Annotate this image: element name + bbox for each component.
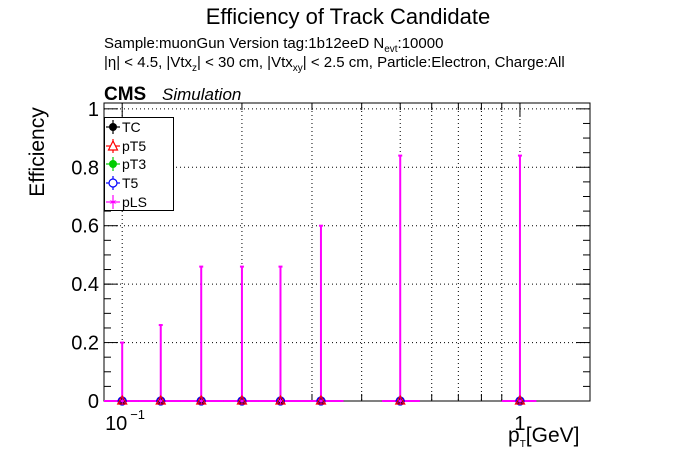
pls-marker: ✶ (197, 396, 206, 408)
chart-title: Efficiency of Track Candidate (205, 4, 491, 29)
legend-marker-open-star-icon: ✶ (106, 194, 120, 209)
pls-marker: ✶ (396, 396, 405, 408)
y-tick-label: 1 (88, 99, 99, 121)
legend-label: pT3 (122, 156, 147, 173)
selection-rest: | < 2.5 cm, Particle:Electron, Charge:Al… (302, 54, 565, 71)
legend-label: T5 (122, 175, 139, 192)
sample-info-sub: evt (384, 44, 398, 55)
selection-xy-sub: xy (292, 63, 303, 74)
selection-info: |η| < 4.5, |Vtxz| < 30 cm, |Vtxxy| < 2.5… (104, 54, 565, 74)
pt5-marker (274, 394, 287, 405)
pt5-marker (155, 394, 167, 405)
pt5-marker (236, 394, 248, 405)
plot-frame (103, 102, 591, 402)
x-axis-label-sub: T (519, 439, 526, 451)
tc-marker (237, 396, 247, 406)
svg-text:✶: ✶ (108, 197, 117, 209)
tc-marker (395, 396, 405, 406)
pls-marker: ✶ (515, 396, 524, 408)
cms-label: CMS (104, 84, 147, 105)
pt5-marker (394, 394, 406, 405)
y-tick-label: 0.4 (71, 274, 99, 296)
y-tick-label: 0.8 (71, 157, 99, 179)
pls-marker: ✶ (237, 396, 246, 408)
pls-marker: ✶ (276, 396, 285, 408)
sample-info: Sample:muonGun Version tag:1b12eeD Nevt:… (104, 35, 443, 55)
legend-marker-filled-circle-icon (106, 157, 120, 172)
legend-entry-tc: TC (106, 118, 173, 137)
legend-label: pT5 (122, 137, 147, 154)
sample-info-text: Sample:muonGun Version tag:1b12eeD N (104, 35, 385, 52)
legend: TC pT5 pT3 T5 ✶ pLS (104, 117, 174, 211)
y-tick-label: 0.6 (71, 216, 99, 238)
pls-marker: ✶ (316, 396, 325, 408)
legend-marker-open-circle-icon (106, 176, 120, 191)
legend-entry-pt5: pT5 (106, 137, 173, 156)
pls-marker: ✶ (118, 396, 127, 408)
tc-marker (275, 396, 285, 406)
simulation-label: Simulation (162, 85, 242, 104)
pt5-marker (315, 394, 327, 405)
tc-marker (316, 396, 326, 406)
tc-marker (117, 396, 127, 406)
x-axis-label-p: p (508, 424, 520, 447)
legend-entry-pt3: pT3 (106, 155, 173, 174)
legend-marker-filled-circle-icon (106, 120, 120, 135)
legend-entry-t5: T5 (106, 174, 173, 193)
legend-label: pLS (122, 193, 147, 210)
legend-entry-pls: ✶ pLS (106, 192, 173, 211)
x-axis-label-unit: [GeV] (525, 424, 580, 447)
sample-info-events: :10000 (397, 35, 444, 52)
y-tick-label: 0 (88, 391, 99, 413)
tc-marker (156, 396, 166, 406)
selection-eta: |η| < 4.5, |Vtx (104, 54, 192, 71)
pls-marker: ✶ (156, 396, 165, 408)
x-tick-label: 1 (514, 413, 525, 435)
y-tick-label: 0.2 (71, 333, 99, 355)
pt5-marker (514, 394, 526, 405)
legend-label: TC (122, 119, 141, 136)
x-tick-label-exponent: −1 (130, 407, 145, 422)
selection-vtx: | < 30 cm, |Vtx (197, 54, 293, 71)
x-tick-label: 10 (105, 413, 127, 435)
pt5-marker (195, 394, 207, 405)
selection-z-sub: z (192, 63, 197, 74)
legend-marker-open-triangle-icon (106, 138, 120, 153)
tc-marker (515, 396, 525, 406)
tc-marker (196, 396, 206, 406)
pt5-marker (116, 394, 128, 405)
x-axis-label: pT[GeV] (508, 424, 580, 450)
